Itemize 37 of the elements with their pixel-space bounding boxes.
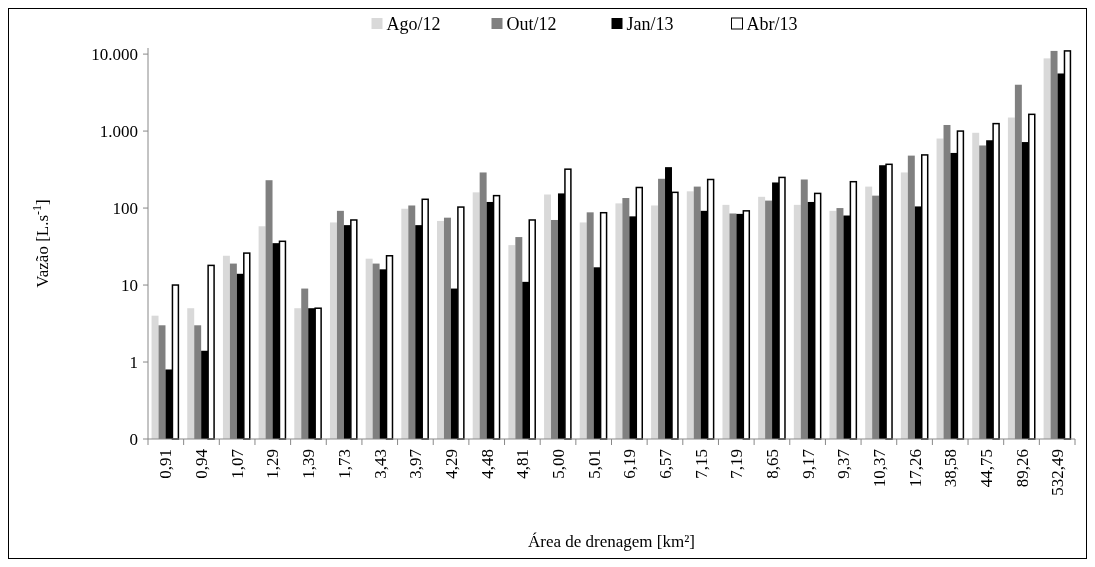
x-tick-label: 7,19 bbox=[727, 449, 747, 479]
x-tick-label: 6,19 bbox=[620, 449, 640, 479]
legend-label: Jan/13 bbox=[626, 14, 674, 35]
x-tick-label: 1,29 bbox=[263, 449, 283, 479]
x-tick-label: 3,43 bbox=[370, 449, 390, 479]
x-tick-label: 1,39 bbox=[299, 449, 319, 479]
x-tick-label: 1,07 bbox=[227, 448, 247, 479]
x-tick-label: 532,49 bbox=[1048, 449, 1068, 496]
x-tick-label: 9,37 bbox=[834, 448, 854, 479]
legend-label: Out/12 bbox=[506, 14, 557, 35]
x-tick-label: 3,97 bbox=[406, 448, 426, 479]
x-tick-label: 5,00 bbox=[548, 449, 568, 479]
legend-label: Abr/13 bbox=[746, 14, 798, 35]
y-tick-label: 1 bbox=[129, 352, 138, 372]
x-tick-label: 10,37 bbox=[870, 448, 890, 488]
x-tick-label: 4,81 bbox=[513, 449, 533, 479]
y-tick-label: 10.000 bbox=[91, 45, 138, 65]
x-tick-label: 0,94 bbox=[192, 448, 212, 479]
x-tick-label: 17,26 bbox=[905, 449, 925, 488]
x-tick-label: 5,01 bbox=[584, 449, 604, 479]
x-tick-label: 44,75 bbox=[977, 449, 997, 488]
x-tick-label: 9,17 bbox=[798, 448, 818, 479]
x-tick-label: 7,15 bbox=[691, 449, 711, 479]
y-tick-label: 10 bbox=[121, 275, 138, 295]
legend-label: Ago/12 bbox=[386, 14, 441, 35]
x-tick-label: 8,65 bbox=[763, 449, 783, 479]
x-axis-title: Área de drenagem [km²] bbox=[528, 532, 695, 551]
x-tick-label: 1,73 bbox=[334, 449, 354, 479]
x-tick-label: 0,91 bbox=[156, 449, 176, 479]
x-tick-label: 6,57 bbox=[655, 448, 675, 479]
y-tick-label: 1.000 bbox=[99, 122, 138, 142]
x-tick-label: 4,48 bbox=[477, 449, 497, 479]
y-tick-label: 0 bbox=[129, 429, 138, 449]
y-tick-label: 100 bbox=[112, 199, 138, 219]
x-tick-label: 89,26 bbox=[1012, 449, 1032, 488]
x-tick-label: 4,29 bbox=[441, 449, 461, 479]
x-tick-label: 38,58 bbox=[941, 449, 961, 488]
